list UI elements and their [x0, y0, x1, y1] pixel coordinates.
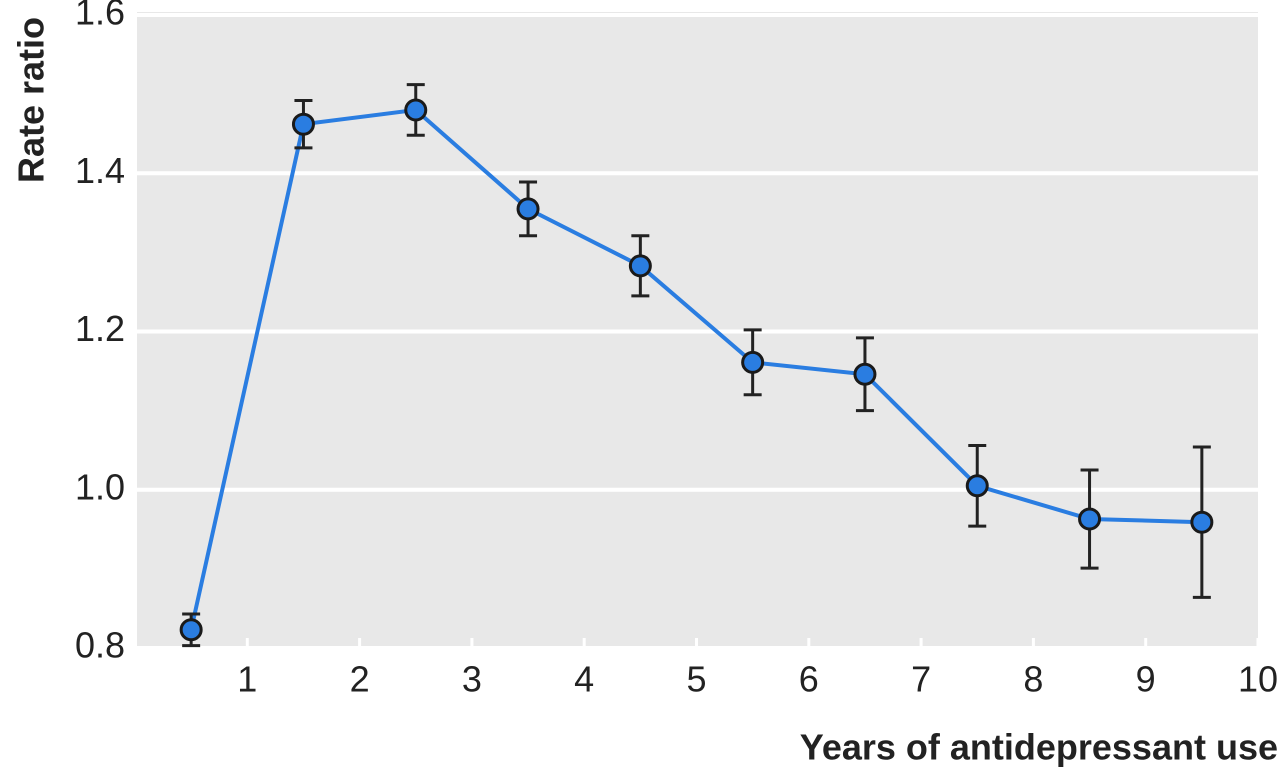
x-axis-label: Years of antidepressant use — [800, 727, 1278, 768]
x-tick-label: 5 — [686, 659, 706, 700]
marker — [516, 197, 540, 221]
y-axis-label: Rate ratio — [11, 17, 52, 183]
x-tick-label: 4 — [574, 659, 594, 700]
marker — [741, 350, 765, 374]
y-tick-label: 1.6 — [75, 0, 125, 33]
y-tick-label: 1.4 — [75, 150, 125, 191]
marker — [179, 618, 203, 642]
x-tick-label: 7 — [911, 659, 931, 700]
y-tick-label: 1.2 — [75, 308, 125, 349]
x-tick-label: 10 — [1238, 659, 1278, 700]
marker — [1078, 507, 1102, 531]
y-tick-label: 1.0 — [75, 466, 125, 507]
x-tick-label: 9 — [1136, 659, 1156, 700]
x-tick-label: 8 — [1023, 659, 1043, 700]
x-tick-label: 1 — [237, 659, 257, 700]
marker — [291, 112, 315, 136]
marker — [853, 362, 877, 386]
x-tick-label: 3 — [462, 659, 482, 700]
x-tick-label: 6 — [799, 659, 819, 700]
x-tick-label: 2 — [350, 659, 370, 700]
line — [189, 107, 1202, 631]
marker — [628, 254, 652, 278]
marker — [404, 98, 428, 122]
y-tick-label: 0.8 — [75, 625, 125, 666]
marker — [1190, 510, 1214, 534]
marker — [965, 474, 989, 498]
